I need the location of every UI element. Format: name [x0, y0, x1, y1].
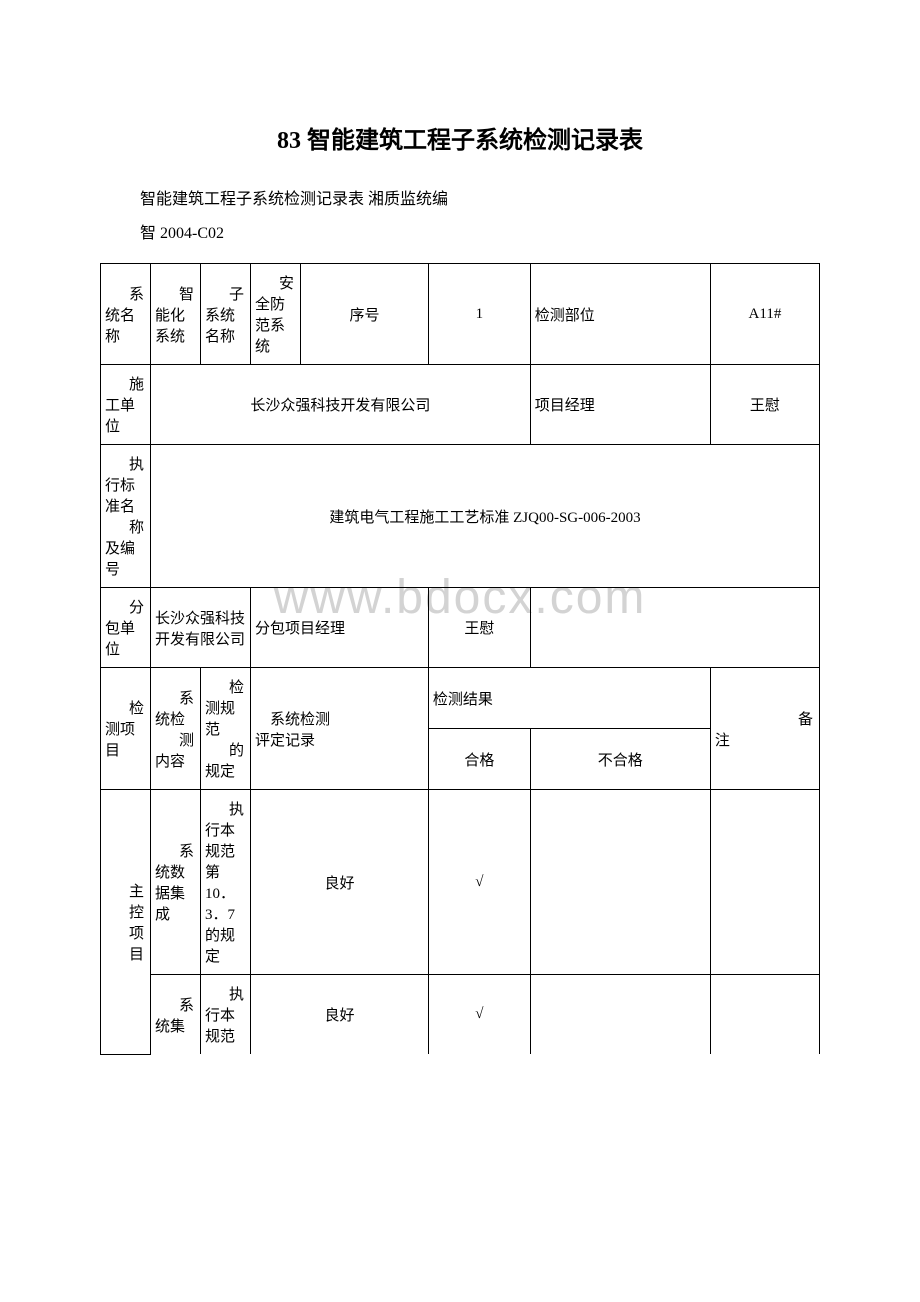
cell-seq-label: 序号 — [301, 264, 429, 365]
header-detect-content: 系 统检 测 内容 — [151, 668, 201, 790]
cell-construction-unit-value: 长沙众强科技开发有限公司 — [151, 365, 531, 445]
cell-eval: 良好 — [251, 790, 429, 975]
cell-content: 系 统数据集成 — [151, 790, 201, 975]
cell-sub-pm-value: 王慰 — [428, 588, 530, 668]
table-row: 分 包单位 长沙众强科技开发有限公司 分包项目经理 王慰 — [101, 588, 820, 668]
cell-subcontract-label: 分 包单位 — [101, 588, 151, 668]
page-title: 83 智能建筑工程子系统检测记录表 — [100, 120, 820, 155]
cell-subsystem-name-label: 子 系统名称 — [201, 264, 251, 365]
cell-standard-label: 执 行标准名 称 及编号 — [101, 445, 151, 588]
subtitle: 智能建筑工程子系统检测记录表 湘质监统编 — [100, 185, 820, 209]
header-detect-item: 检 测项目 — [101, 668, 151, 790]
cell-system-name-label: 系 统名称 — [101, 264, 151, 365]
main-table: 系 统名称 智 能化系统 子 系统名称 安 全防范系统 序号 1 检测部位 A1… — [100, 263, 820, 1055]
cell-pass-mark: √ — [428, 790, 530, 975]
cell-fail-mark — [530, 975, 710, 1055]
cell-construction-unit-label: 施 工单位 — [101, 365, 151, 445]
table-row: 执 行标准名 称 及编号 建筑电气工程施工工艺标准 ZJQ00-SG-006-2… — [101, 445, 820, 588]
doc-code: 智 2004-C02 — [100, 219, 820, 243]
cell-sub-pm-label: 分包项目经理 — [251, 588, 429, 668]
table-header-row: 检 测项目 系 统检 测 内容 检 测规范 的 规定 系统检测 评定记录 检测结… — [101, 668, 820, 729]
cell-pm-label: 项目经理 — [530, 365, 710, 445]
cell-detect-part-label: 检测部位 — [530, 264, 710, 365]
cell-pass-mark: √ — [428, 975, 530, 1055]
cell-pm-value: 王慰 — [710, 365, 819, 445]
cell-note — [710, 790, 819, 975]
cell-note — [710, 975, 819, 1055]
cell-fail-mark — [530, 790, 710, 975]
header-detect-spec: 检 测规范 的 规定 — [201, 668, 251, 790]
cell-spec: 执 行本规范第 10．3．7 的规定 — [201, 790, 251, 975]
cell-seq-value: 1 — [428, 264, 530, 365]
table-row: 系 统名称 智 能化系统 子 系统名称 安 全防范系统 序号 1 检测部位 A1… — [101, 264, 820, 365]
table-row: 系 统集 执 行本规范 良好 √ — [101, 975, 820, 1055]
cell-system-name-value: 智 能化系统 — [151, 264, 201, 365]
cell-eval: 良好 — [251, 975, 429, 1055]
cell-content: 系 统集 — [151, 975, 201, 1055]
header-note: 备 注 — [710, 668, 819, 790]
header-eval-record: 系统检测 评定记录 — [251, 668, 429, 790]
cell-spec: 执 行本规范 — [201, 975, 251, 1055]
cell-detect-part-value: A11# — [710, 264, 819, 365]
table-row: 施 工单位 长沙众强科技开发有限公司 项目经理 王慰 — [101, 365, 820, 445]
table-row: 主 控 项 目 系 统数据集成 执 行本规范第 10．3．7 的规定 良好 √ — [101, 790, 820, 975]
cell-empty — [530, 588, 819, 668]
cell-subcontract-value: 长沙众强科技开发有限公司 — [151, 588, 251, 668]
cell-main-item: 主 控 项 目 — [101, 790, 151, 1055]
cell-subsystem-name-value: 安 全防范系统 — [251, 264, 301, 365]
header-result: 检测结果 — [428, 668, 710, 729]
header-pass: 合格 — [428, 729, 530, 790]
header-fail: 不合格 — [530, 729, 710, 790]
cell-standard-value: 建筑电气工程施工工艺标准 ZJQ00-SG-006-2003 — [151, 445, 820, 588]
